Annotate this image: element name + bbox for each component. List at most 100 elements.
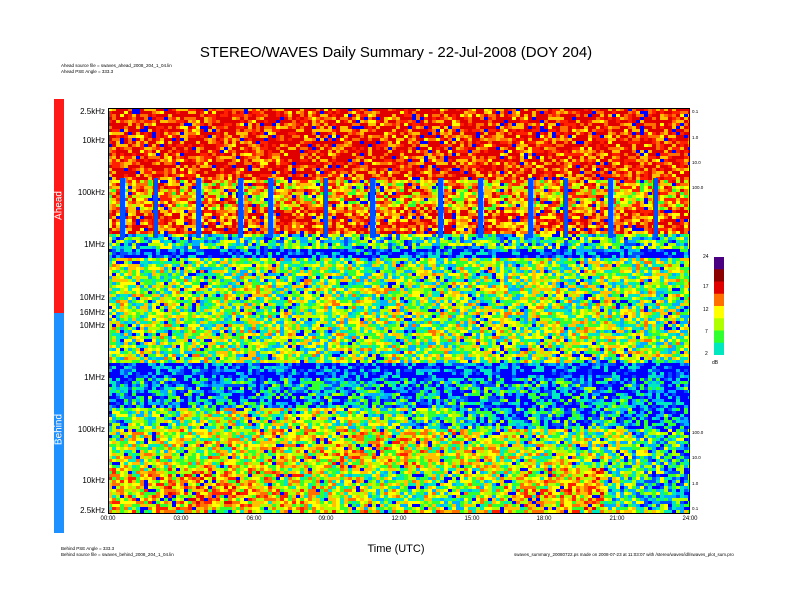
spectrogram-cell <box>192 192 196 195</box>
spectrogram-cell <box>564 120 568 123</box>
spectrogram-cell <box>468 159 472 162</box>
spectrogram-cell <box>164 135 168 138</box>
spectrogram-cell <box>368 120 372 123</box>
spectrogram-cell <box>144 216 148 219</box>
spectrogram-cell <box>596 132 600 135</box>
spectrogram-cell <box>632 120 636 123</box>
spectrogram-cell <box>292 192 296 195</box>
spectrogram-cell <box>420 126 424 129</box>
spectrogram-cell <box>576 171 580 174</box>
spectrogram-cell <box>460 132 464 135</box>
spectrogram-cell <box>600 144 604 147</box>
spectrogram-cell <box>604 129 608 132</box>
spectrogram-cell <box>352 174 356 177</box>
spectrogram-cell <box>476 129 480 132</box>
spectrogram-cell <box>648 195 652 198</box>
spectrogram-cell <box>336 207 340 210</box>
spectrogram-cell <box>416 153 420 156</box>
spectrogram-cell <box>604 138 608 141</box>
spectrogram-cell <box>572 174 576 177</box>
spectrogram-cell <box>580 186 584 189</box>
spectrogram-cell <box>432 111 436 114</box>
spectrogram-cell <box>512 153 516 156</box>
spectrogram-cell <box>496 114 500 117</box>
spectrogram-cell <box>132 135 136 138</box>
spectrogram-cell <box>444 150 448 153</box>
spectrogram-cell <box>572 147 576 150</box>
spectrogram-cell <box>300 162 304 165</box>
spectrogram-cell <box>252 117 256 120</box>
spectrogram-cell <box>564 114 568 117</box>
spectrogram-cell <box>132 186 136 189</box>
spectrogram-cell <box>648 150 652 153</box>
spectrogram-cell <box>640 123 644 126</box>
spectrogram-cell <box>280 132 284 135</box>
spectrogram-cell <box>432 162 436 165</box>
spectrogram-cell <box>240 129 244 132</box>
spectrogram-cell <box>116 162 120 165</box>
spectrogram-cell <box>532 156 536 159</box>
spectrogram-cell <box>624 198 628 201</box>
spectrogram-cell <box>604 117 608 120</box>
spectrogram-cell <box>320 117 324 120</box>
spectrogram-cell <box>192 120 196 123</box>
spectrogram-cell <box>620 156 624 159</box>
spectrogram-cell <box>628 204 632 207</box>
spectrogram-cell <box>248 147 252 150</box>
spectrogram-cell <box>496 180 500 183</box>
spectrogram-cell <box>488 186 492 189</box>
spectrogram-cell <box>588 150 592 153</box>
spectrogram-cell <box>256 126 260 129</box>
spectrogram-cell <box>256 162 260 165</box>
spectrogram-cell <box>264 180 268 183</box>
spectrogram-cell <box>352 168 356 171</box>
spectrogram-cell <box>360 129 364 132</box>
spectrogram-cell <box>364 123 368 126</box>
spectrogram-cell <box>584 135 588 138</box>
spectrogram-cell <box>536 138 540 141</box>
spectrogram-cell <box>124 183 128 186</box>
spectrogram-cell <box>464 153 468 156</box>
spectrogram-cell <box>480 129 484 132</box>
spectrogram-cell <box>108 153 112 156</box>
spectrogram-cell <box>588 207 592 210</box>
spectrogram-cell <box>380 195 384 198</box>
spectrogram-cell <box>624 192 628 195</box>
spectrogram-cell <box>116 147 120 150</box>
spectrogram-cell <box>520 108 524 111</box>
spectrogram-cell <box>376 174 380 177</box>
spectrogram-cell <box>292 177 296 180</box>
spectrogram-cell <box>344 126 348 129</box>
spectrogram-cell <box>580 168 584 171</box>
spectrogram-cell <box>432 141 436 144</box>
spectrogram-cell <box>328 120 332 123</box>
spectrogram-cell <box>492 192 496 195</box>
spectrogram-cell <box>304 198 308 201</box>
spectrogram-cell <box>660 189 664 192</box>
spectrogram-cell <box>620 108 624 111</box>
spectrogram-cell <box>384 162 388 165</box>
spectrogram-cell <box>332 201 336 204</box>
spectrogram-cell <box>472 120 476 123</box>
spectrogram-cell <box>168 171 172 174</box>
spectrogram-cell <box>544 108 548 111</box>
spectrogram-cell <box>316 174 320 177</box>
spectrogram-cell <box>352 198 356 201</box>
spectrogram-cell <box>628 120 632 123</box>
spectrogram-cell <box>128 150 132 153</box>
spectrogram-cell <box>620 129 624 132</box>
spectrogram-cell <box>172 135 176 138</box>
spectrogram-cell <box>672 120 676 123</box>
spectrogram-cell <box>636 111 640 114</box>
spectrogram-cell <box>500 195 504 198</box>
spectrogram-cell <box>204 114 208 117</box>
spectrogram-cell <box>612 141 616 144</box>
spectrogram-cell <box>660 156 664 159</box>
spectrogram-cell <box>248 129 252 132</box>
spectrogram-cell <box>592 183 596 186</box>
spectrogram-cell <box>388 156 392 159</box>
spectrogram-cell <box>680 150 684 153</box>
spectrogram-cell <box>240 162 244 165</box>
spectrogram-cell <box>320 108 324 111</box>
spectrogram-cell <box>512 192 516 195</box>
